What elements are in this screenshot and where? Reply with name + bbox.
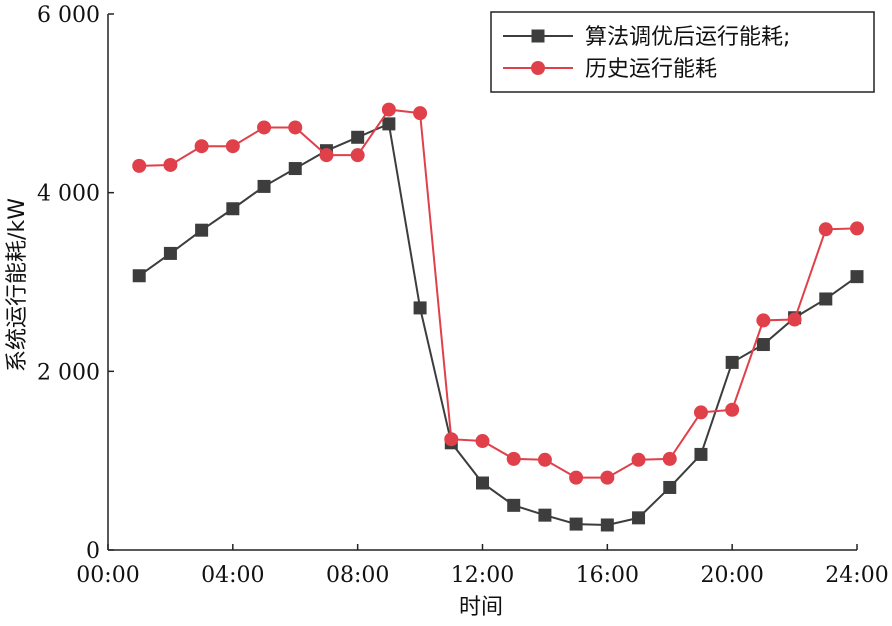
series-line-1 bbox=[138, 122, 858, 526]
data-point bbox=[132, 158, 147, 173]
data-point bbox=[631, 452, 646, 467]
data-point bbox=[725, 402, 740, 417]
x-axis-title: 时间 bbox=[459, 595, 503, 620]
data-point bbox=[569, 517, 583, 531]
data-point bbox=[507, 498, 521, 512]
data-point bbox=[257, 179, 271, 193]
data-point bbox=[600, 518, 614, 532]
data-point bbox=[444, 432, 459, 447]
data-point bbox=[475, 434, 490, 449]
x-tick-label: 00:00 bbox=[76, 563, 139, 588]
y-tick-label: 4 000 bbox=[37, 182, 100, 207]
x-tick-label: 16:00 bbox=[576, 563, 639, 588]
data-point bbox=[850, 221, 864, 236]
legend-box bbox=[490, 11, 875, 93]
data-point bbox=[413, 106, 428, 121]
data-point bbox=[319, 148, 334, 163]
data-point bbox=[257, 120, 272, 135]
x-tick-label: 20:00 bbox=[700, 563, 763, 588]
series-line-2 bbox=[139, 108, 858, 479]
data-point bbox=[632, 511, 646, 525]
y-tick-label: 2 000 bbox=[37, 360, 100, 385]
legend-label-1: 算法调优后运行能耗; bbox=[585, 25, 790, 50]
data-point bbox=[819, 292, 833, 306]
legend-marker-2 bbox=[531, 61, 545, 75]
data-point bbox=[351, 130, 365, 144]
y-axis-title: 系统运行能耗/kW bbox=[5, 198, 30, 372]
data-point bbox=[288, 120, 303, 135]
y-tick-label: 6 000 bbox=[37, 3, 100, 28]
legend: 算法调优后运行能耗; 历史运行能耗 bbox=[490, 11, 875, 93]
legend-marker-1 bbox=[531, 29, 545, 43]
data-point bbox=[538, 508, 552, 522]
y-tick-label: 0 bbox=[86, 539, 100, 564]
data-point bbox=[132, 269, 146, 283]
data-point bbox=[569, 470, 584, 485]
data-point bbox=[163, 157, 178, 172]
data-point bbox=[381, 102, 396, 117]
data-point bbox=[195, 223, 209, 237]
data-point bbox=[476, 476, 489, 490]
data-point bbox=[725, 355, 739, 369]
series-layer bbox=[132, 102, 864, 532]
data-point bbox=[506, 451, 521, 466]
data-point bbox=[382, 117, 396, 131]
legend-label-2: 历史运行能耗 bbox=[585, 57, 717, 82]
data-point bbox=[756, 338, 770, 352]
axes: 00:00 04:00 08:00 12:00 16:00 20:00 24:00 0 2 00… bbox=[37, 3, 889, 588]
data-point bbox=[787, 312, 802, 327]
data-point bbox=[288, 162, 302, 176]
x-tick-label: 24:00 bbox=[825, 563, 888, 588]
x-tick-label: 12:00 bbox=[451, 563, 514, 588]
data-point bbox=[818, 222, 833, 237]
data-point bbox=[662, 451, 677, 466]
data-point bbox=[413, 301, 427, 315]
data-point bbox=[163, 246, 177, 260]
data-point bbox=[194, 139, 209, 154]
data-point bbox=[756, 313, 771, 328]
data-point bbox=[600, 470, 615, 485]
data-point bbox=[694, 447, 708, 461]
data-point bbox=[850, 270, 864, 284]
data-point bbox=[537, 452, 552, 467]
x-tick-label: 08:00 bbox=[326, 563, 389, 588]
data-point bbox=[225, 139, 240, 154]
data-point bbox=[663, 480, 677, 494]
data-point bbox=[350, 148, 365, 163]
x-tick-label: 04:00 bbox=[201, 563, 264, 588]
data-point bbox=[693, 405, 708, 420]
data-point bbox=[226, 202, 240, 216]
